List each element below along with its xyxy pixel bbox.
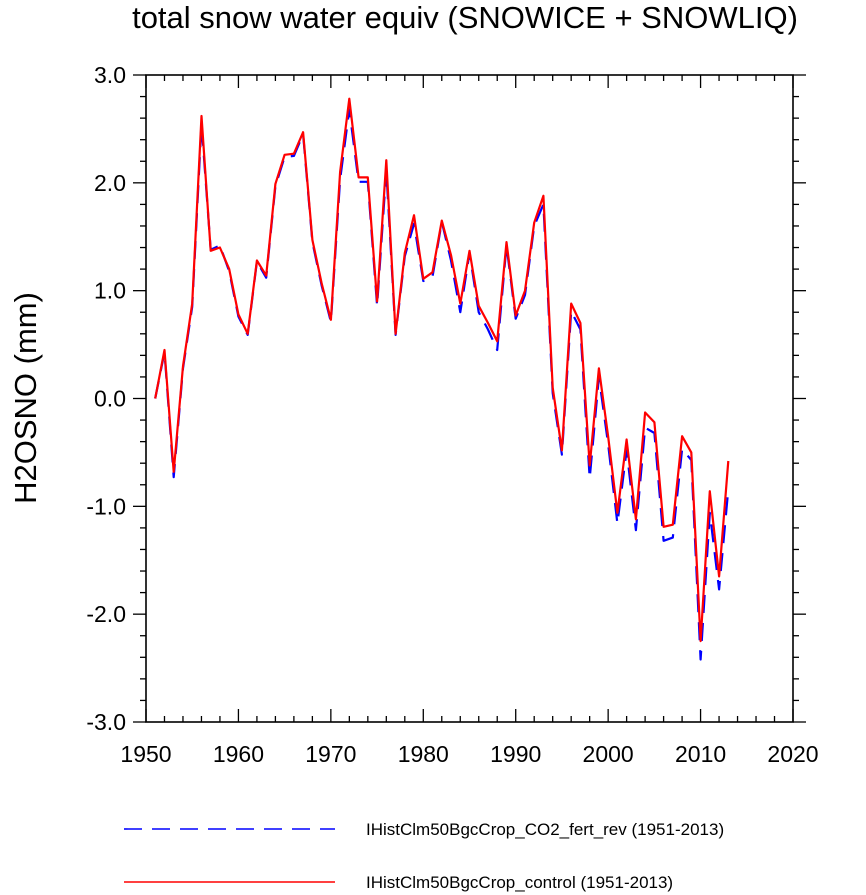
series-lines xyxy=(154,97,730,661)
x-tick-label: 1980 xyxy=(398,741,449,767)
chart-title: total snow water equiv (SNOWICE + SNOWLI… xyxy=(132,0,798,35)
series-line-1 xyxy=(154,97,730,643)
axis-ticks: 1950 1960 1970 1980 1990 2000 2010 2020 3.0 2.0 1.… xyxy=(86,62,818,767)
x-tick-label: 1960 xyxy=(213,741,264,767)
y-tick-label: 1.0 xyxy=(94,278,126,304)
x-tick-label: 2010 xyxy=(675,741,726,767)
y-tick-label: 3.0 xyxy=(94,62,126,88)
y-tick-label: 2.0 xyxy=(94,170,126,196)
legend: IHistClm50BgcCrop_CO2_fert_rev (1951-201… xyxy=(124,820,724,892)
legend-label: IHistClm50BgcCrop_CO2_fert_rev (1951-201… xyxy=(366,820,724,839)
y-tick-label: 0.0 xyxy=(94,386,126,412)
plot-frame xyxy=(145,74,794,723)
legend-label: IHistClm50BgcCrop_control (1951-2013) xyxy=(366,873,673,892)
y-tick-label: -1.0 xyxy=(86,493,126,519)
y-tick-label: -3.0 xyxy=(86,709,126,735)
y-axis-label: H2OSNO (mm) xyxy=(8,292,43,504)
series-line-0 xyxy=(154,108,730,661)
y-tick-label: -2.0 xyxy=(86,601,126,627)
x-tick-label: 1990 xyxy=(490,741,541,767)
x-tick-label: 2020 xyxy=(767,741,818,767)
x-tick-label: 1950 xyxy=(120,741,171,767)
x-tick-label: 2000 xyxy=(583,741,634,767)
x-tick-label: 1970 xyxy=(305,741,356,767)
